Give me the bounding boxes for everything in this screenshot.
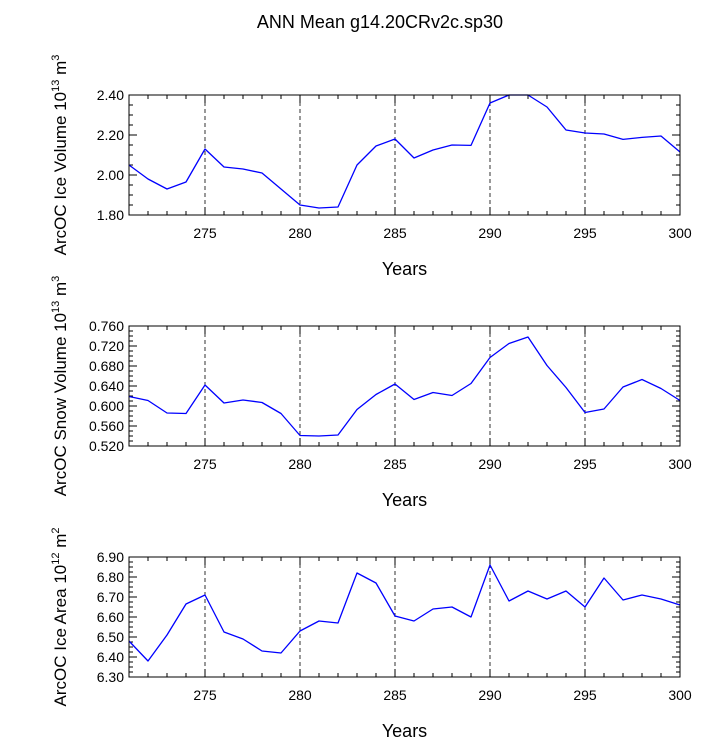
y-tick-label: 6.90: [97, 549, 124, 565]
x-tick-label: 280: [288, 687, 312, 703]
series-line: [128, 94, 681, 209]
x-tick-label: 295: [573, 456, 597, 472]
y-tick-label: 0.760: [89, 318, 124, 334]
y-tick-label: 6.30: [97, 669, 124, 685]
x-tick-label: 285: [383, 456, 407, 472]
x-tick-label: 300: [668, 456, 692, 472]
series-line: [128, 564, 681, 662]
y-tick-label: 6.80: [97, 569, 124, 585]
y-tick-label: 0.600: [89, 398, 124, 414]
y-axis-label: ArcOC Ice Volume 1013 m3: [50, 55, 70, 256]
y-tick-label: 0.680: [89, 358, 124, 374]
x-tick-label: 290: [478, 225, 502, 241]
x-tick-label: 290: [478, 687, 502, 703]
x-tick-label: 295: [573, 687, 597, 703]
x-tick-label: 280: [288, 225, 312, 241]
y-tick-label: 2.40: [97, 87, 124, 103]
x-tick-label: 300: [668, 687, 692, 703]
x-tick-label: 285: [383, 225, 407, 241]
y-tick-label: 1.80: [97, 207, 124, 223]
ice-volume-panel: 275 280 285 290 295 300 1.80 2.00 2.20 2.40 Years A…: [50, 55, 692, 279]
y-tick-label: 0.520: [89, 438, 124, 454]
series-line: [128, 336, 681, 437]
y-axis-label: ArcOC Snow Volume 1013 m3: [50, 276, 70, 497]
y-tick-label: 0.640: [89, 378, 124, 394]
x-axis-label: Years: [382, 259, 427, 279]
plot-frame: [128, 556, 681, 678]
ice-area-panel: 275 280 285 290 295 300 6.30 6.40 6.50 6.60 6.70 6.…: [50, 528, 692, 737]
snow-volume-panel: 275 280 285 290 295 300 0.520 0.560 0.600 0.640 0.…: [50, 276, 692, 510]
plot-frame: [128, 94, 681, 216]
y-tick-label: 6.70: [97, 589, 124, 605]
y-tick-label: 2.00: [97, 167, 124, 183]
x-tick-label: 280: [288, 456, 312, 472]
x-tick-label: 300: [668, 225, 692, 241]
y-tick-label: 6.60: [97, 609, 124, 625]
x-tick-label: 275: [193, 456, 217, 472]
x-tick-label: 290: [478, 456, 502, 472]
chart-title: ANN Mean g14.20CRv2c.sp30: [257, 12, 503, 32]
x-tick-label: 275: [193, 687, 217, 703]
x-tick-label: 285: [383, 687, 407, 703]
y-tick-label: 0.560: [89, 418, 124, 434]
x-axis-label: Years: [382, 490, 427, 510]
x-tick-label: 275: [193, 225, 217, 241]
y-tick-label: 6.50: [97, 629, 124, 645]
x-axis-label: Years: [382, 721, 427, 737]
y-tick-label: 6.40: [97, 649, 124, 665]
plot-frame: [128, 325, 681, 447]
y-tick-label: 0.720: [89, 338, 124, 354]
x-tick-label: 295: [573, 225, 597, 241]
y-tick-label: 2.20: [97, 127, 124, 143]
y-axis-label: ArcOC Ice Area 1012 m2: [50, 528, 70, 707]
